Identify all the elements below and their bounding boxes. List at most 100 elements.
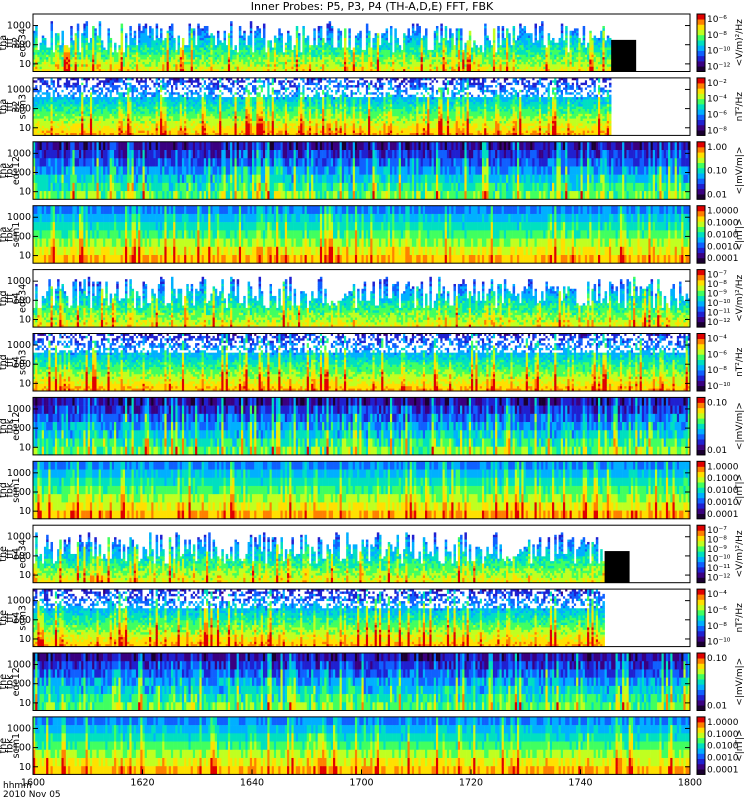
spectrogram-cell (226, 50, 228, 53)
spectrogram-cell (263, 24, 265, 27)
spectrogram-cell (70, 45, 72, 48)
spectrogram-cell (379, 57, 381, 60)
spectrogram-cell (202, 50, 204, 53)
spectrogram-cell (296, 26, 298, 29)
spectrogram-cell (92, 60, 94, 63)
spectrogram-cell (132, 57, 134, 60)
spectrogram-cell (213, 48, 215, 51)
spectrogram-cell (388, 52, 390, 55)
spectrogram-cell (366, 40, 368, 43)
spectrogram-cell (193, 50, 195, 53)
spectrogram-cell (134, 67, 136, 70)
spectrogram-cell (405, 60, 407, 63)
spectrogram-cell (353, 67, 355, 70)
spectrogram-cell (337, 52, 339, 55)
spectrogram-cell (147, 50, 149, 53)
spectrogram-cell (309, 67, 311, 70)
spectrogram-cell (388, 64, 390, 67)
spectrogram-cell (377, 60, 379, 63)
spectrogram-cell (366, 64, 368, 67)
spectrogram-cell (263, 33, 265, 36)
spectrogram-cell (337, 33, 339, 36)
spectrogram-cell (121, 33, 123, 36)
spectrogram-cell (296, 31, 298, 34)
spectrogram-cell (149, 62, 151, 65)
spectrogram-cell (359, 36, 361, 39)
spectrogram-cell (276, 48, 278, 51)
spectrogram-cell (145, 33, 147, 36)
spectrogram-cell (86, 43, 88, 46)
spectrogram-cell (77, 48, 79, 51)
spectrogram-cell (219, 52, 221, 55)
spectrogram-cell (318, 31, 320, 34)
spectrogram-cell (305, 50, 307, 53)
spectrogram-cell (313, 40, 315, 43)
spectrogram-cell (140, 64, 142, 67)
spectrogram-cell (362, 60, 364, 63)
spectrogram-cell (298, 50, 300, 53)
spectrogram-cell (210, 50, 212, 53)
spectrogram-cell (79, 57, 81, 60)
spectrogram-cell (359, 57, 361, 60)
spectrogram-cell (276, 64, 278, 67)
spectrogram-cell (412, 52, 414, 55)
spectrogram-cell (94, 57, 96, 60)
spectrogram-cell (35, 26, 37, 29)
spectrogram-cell (77, 36, 79, 39)
spectrogram-cell (230, 24, 232, 27)
spectrogram-cell (359, 38, 361, 41)
spectrogram-cell (331, 31, 333, 34)
spectrogram-cell (221, 60, 223, 63)
spectrogram-cell (331, 36, 333, 39)
spectrogram-cell (381, 48, 383, 51)
spectrogram-cell (256, 28, 258, 31)
spectrogram-cell (340, 45, 342, 48)
spectrogram-cell (77, 57, 79, 60)
spectrogram-cell (261, 67, 263, 70)
spectrogram-cell (132, 48, 134, 51)
spectrogram-cell (99, 48, 101, 51)
spectrogram-cell (127, 60, 129, 63)
spectrogram-cell (313, 48, 315, 51)
spectrogram-cell (351, 52, 353, 55)
spectrogram-cell (377, 40, 379, 43)
spectrogram-cell (129, 43, 131, 46)
spectrogram-cell (221, 48, 223, 51)
spectrogram-cell (125, 38, 127, 41)
spectrogram-cell (294, 67, 296, 70)
spectrogram-cell (178, 40, 180, 43)
spectrogram-cell (362, 50, 364, 53)
spectrogram-cell (283, 67, 285, 70)
spectrogram-cell (394, 36, 396, 39)
spectrogram-cell (359, 52, 361, 55)
spectrogram-cell (239, 55, 241, 58)
spectrogram-cell (344, 45, 346, 48)
spectrogram-cell (278, 64, 280, 67)
spectrogram-cell (291, 52, 293, 55)
spectrogram-cell (359, 50, 361, 53)
spectrogram-cell (153, 67, 155, 70)
spectrogram-cell (270, 64, 272, 67)
spectrogram-cell (101, 55, 103, 58)
spectrogram-cell (372, 60, 374, 63)
spectrogram-cell (90, 57, 92, 60)
spectrogram-cell (116, 62, 118, 65)
spectrogram-cell (206, 55, 208, 58)
spectrogram-cell (329, 64, 331, 67)
spectrogram-cell (298, 55, 300, 58)
spectrogram-cell (182, 67, 184, 70)
spectrogram-cell (167, 52, 169, 55)
spectrogram-cell (202, 31, 204, 34)
spectrogram-cell (51, 38, 53, 41)
spectrogram-cell (311, 45, 313, 48)
spectrogram-cell (57, 45, 59, 48)
spectrogram-cell (81, 48, 83, 51)
spectrogram-cell (156, 67, 158, 70)
spectrogram-cell (302, 43, 304, 46)
spectrogram-cell (322, 52, 324, 55)
spectrogram-cell (377, 64, 379, 67)
spectrogram-cell (412, 48, 414, 51)
spectrogram-cell (88, 43, 90, 46)
spectrogram-cell (219, 62, 221, 65)
spectrogram-cell (372, 57, 374, 60)
